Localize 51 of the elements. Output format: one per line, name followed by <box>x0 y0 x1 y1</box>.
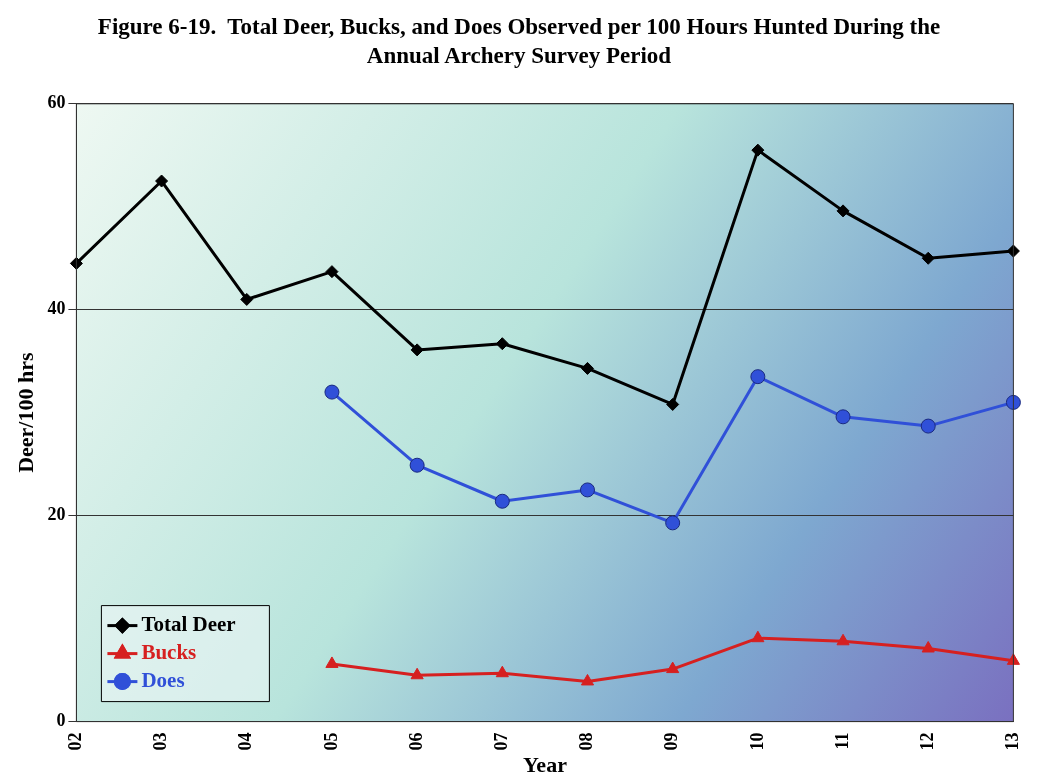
point <box>240 292 254 306</box>
point <box>751 143 765 157</box>
point <box>494 493 510 509</box>
x-tick-label: 12 <box>916 732 937 751</box>
x-tick-label: 04 <box>235 732 256 751</box>
y-tick-label: 0 <box>56 710 66 731</box>
point <box>325 265 339 279</box>
y-tick-label: 20 <box>47 504 66 525</box>
point <box>580 673 595 686</box>
x-tick-label: 07 <box>490 732 511 751</box>
point <box>836 204 850 218</box>
x-tick-label: 09 <box>661 732 682 751</box>
point <box>750 369 766 385</box>
point <box>325 656 339 668</box>
x-tick-label: 05 <box>320 732 341 751</box>
x-tick-label: 13 <box>1002 732 1023 751</box>
point <box>1005 394 1021 410</box>
point <box>409 457 425 473</box>
point <box>666 397 680 411</box>
point <box>666 661 680 674</box>
point <box>835 409 851 425</box>
y-tick-label: 40 <box>47 298 66 319</box>
x-tick-label: 10 <box>746 732 767 751</box>
y-tick-label: 60 <box>47 92 66 113</box>
x-axis-title: Year <box>522 752 568 778</box>
point <box>751 630 765 643</box>
point <box>495 337 509 351</box>
legend-label: Total Deer <box>141 612 236 637</box>
point <box>495 665 509 678</box>
point <box>410 343 424 357</box>
point <box>155 174 169 188</box>
point <box>920 418 936 434</box>
legend-label: Does <box>141 668 185 693</box>
x-tick-label: 11 <box>831 732 852 750</box>
x-tick-label: 06 <box>405 732 426 751</box>
point <box>836 633 850 646</box>
point <box>579 482 595 498</box>
x-tick-label: 02 <box>65 732 86 751</box>
point <box>1006 244 1020 258</box>
point <box>665 515 681 531</box>
point <box>580 361 594 375</box>
chart-title: Figure 6-19. Total Deer, Bucks, and Does Observed per 100 Hours Hunted During the Annual Archery Survey Period <box>96 13 942 70</box>
x-tick-label: 03 <box>150 732 171 751</box>
point <box>324 384 340 400</box>
point <box>1006 653 1020 665</box>
x-tick-label: 08 <box>576 732 597 751</box>
point <box>921 640 935 653</box>
point <box>410 667 424 680</box>
point <box>921 251 935 265</box>
legend-label: Bucks <box>141 640 197 665</box>
y-axis-title: Deer/100 hrs <box>12 352 38 473</box>
